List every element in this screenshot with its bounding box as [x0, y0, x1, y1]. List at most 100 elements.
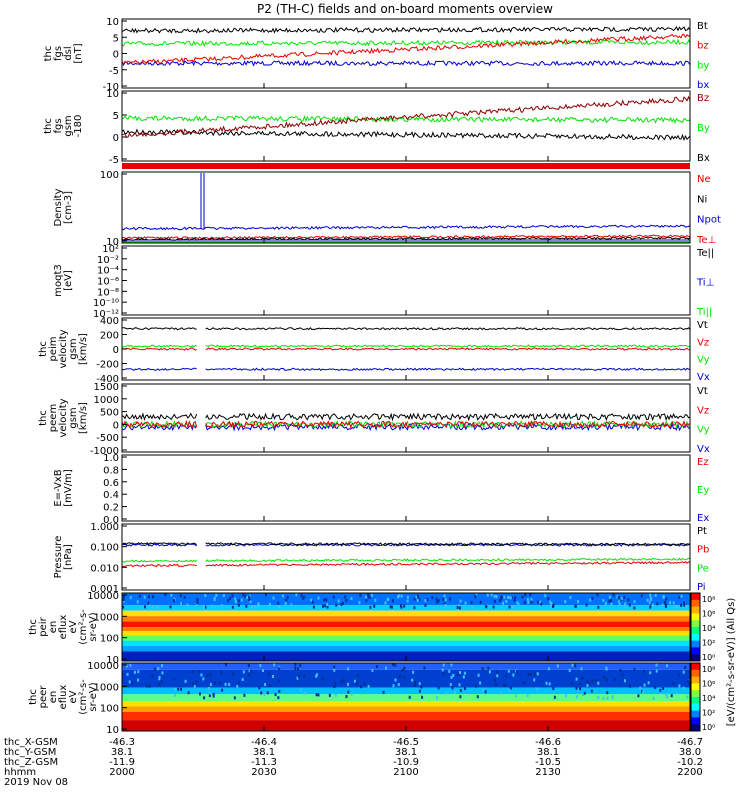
series-line: [121, 347, 691, 351]
spectrogram-cell: [574, 664, 577, 668]
spectrogram-cell: [680, 594, 683, 598]
spectrogram-cell: [610, 602, 613, 606]
spectrogram-cell: [278, 679, 281, 683]
spectrogram-cell: [597, 695, 600, 699]
spectrogram-cell: [224, 682, 227, 686]
spectrogram-cell: [284, 601, 287, 605]
spectrogram-cell: [436, 600, 439, 604]
x-tick-label: -46.6: [535, 737, 561, 748]
spectrogram-cell: [527, 601, 530, 605]
spectrogram-cell: [328, 693, 331, 697]
colorbar-swatch: [691, 663, 700, 671]
spectrogram-cell: [515, 694, 518, 698]
spectrogram-cell: [595, 679, 598, 683]
spectrogram-cell: [449, 597, 452, 601]
spectrogram-cell: [648, 601, 651, 605]
spectrogram-band: [122, 616, 690, 622]
spectrogram-cell: [487, 666, 490, 670]
spectrogram-cell: [646, 598, 649, 602]
panel-fgs_dsl: thc fgs dsl [nT] 10 5 0 -5 -10 Bt bz by bx: [43, 17, 709, 93]
spectrogram-cell: [642, 669, 645, 673]
y-axis-label: Density: [53, 188, 64, 226]
x-tick-label: -46.7: [677, 737, 703, 748]
spectrogram-cell: [186, 603, 189, 607]
spectrogram-cell: [602, 598, 605, 602]
spectrogram-cell: [475, 684, 478, 688]
spectrogram-cell: [214, 681, 217, 685]
spectrogram-cell: [619, 669, 622, 673]
spectrogram-cell: [196, 601, 199, 605]
spectrogram-cell: [299, 688, 302, 692]
legend-entry: bx: [697, 80, 709, 91]
colorbar-swatch: [691, 683, 700, 691]
y-tick-label: 10: [106, 655, 119, 666]
spectrogram-cell: [500, 597, 503, 601]
spectrogram-cell: [317, 596, 320, 600]
spectrogram-cell: [618, 603, 621, 607]
x-tick-label: -11.9: [109, 757, 135, 768]
spectrogram-cell: [442, 672, 445, 676]
spectrogram-cell: [195, 680, 198, 684]
legend-entry: Vz: [697, 337, 709, 348]
spectrogram-cell: [443, 602, 446, 606]
y-axis-label: eflux: [58, 615, 69, 640]
spectrogram-cell: [476, 695, 479, 699]
spectrogram-cell: [591, 597, 594, 601]
legend-entry: Vx: [697, 444, 710, 455]
spectrogram-cell: [672, 681, 675, 685]
spectrogram-cell: [577, 600, 580, 604]
spectrogram-cell: [333, 668, 336, 672]
spectrogram-cell: [125, 664, 128, 668]
spectrogram-cell: [451, 686, 454, 690]
spectrogram-cell: [575, 677, 578, 681]
legend-entry: Pt: [697, 526, 707, 537]
y-tick-label: 10²: [102, 244, 119, 255]
spectrogram-cell: [396, 595, 399, 599]
spectrogram-cell: [266, 691, 269, 695]
spectrogram-cell: [157, 605, 160, 609]
figure-title: P2 (TH-C) fields and on-board moments ov…: [257, 2, 553, 16]
spectrogram-cell: [237, 603, 240, 607]
spectrogram-cell: [493, 599, 496, 603]
spectrogram-cell: [243, 693, 246, 697]
legend-entry: Pb: [697, 545, 709, 556]
spectrogram-cell: [392, 599, 395, 603]
y-tick-label: 10⁻⁴: [97, 266, 119, 277]
spectrogram-cell: [583, 691, 586, 695]
spectrogram-cell: [241, 677, 244, 681]
y-axis-label: velocity: [58, 329, 69, 368]
spectrogram-cell: [609, 598, 612, 602]
legend-entry: Vx: [697, 372, 710, 383]
y-axis-label: thc: [38, 410, 49, 426]
spectrogram-cell: [597, 605, 600, 609]
spectrogram-cell: [161, 664, 164, 668]
spectrogram-cell: [459, 671, 462, 675]
spectrogram-cell: [482, 688, 485, 692]
spectrogram-cell: [666, 695, 669, 699]
spectrogram-cell: [317, 693, 320, 697]
y-tick-label: 100: [100, 170, 119, 181]
y-tick-label: 200: [100, 331, 119, 342]
y-axis-label: thc: [43, 46, 54, 62]
y-tick-label: 0.100: [90, 543, 119, 554]
spectrogram-cell: [444, 604, 447, 608]
spectrogram-cell: [272, 596, 275, 600]
y-axis-label: [km/s]: [78, 402, 89, 434]
spectrogram-cell: [148, 684, 151, 688]
spectrogram-cell: [398, 594, 401, 598]
spectrogram-cell: [258, 686, 261, 690]
legend-entry: by: [697, 60, 709, 71]
spectrogram-cell: [683, 603, 686, 607]
spectrogram-cell: [687, 680, 690, 684]
spectrogram-cell: [151, 674, 154, 678]
spectrogram-cell: [413, 606, 416, 610]
spectrogram-cell: [245, 604, 248, 608]
spectrogram-cell: [350, 692, 353, 696]
y-axis-label: thc: [38, 341, 49, 357]
spectrogram-cell: [209, 673, 212, 677]
spectrogram-cell: [597, 681, 600, 685]
colorbar-swatch: [691, 620, 700, 628]
y-tick-label: -5: [109, 155, 119, 166]
colorbar-swatch: [691, 669, 700, 678]
spectrogram-cell: [682, 601, 685, 605]
